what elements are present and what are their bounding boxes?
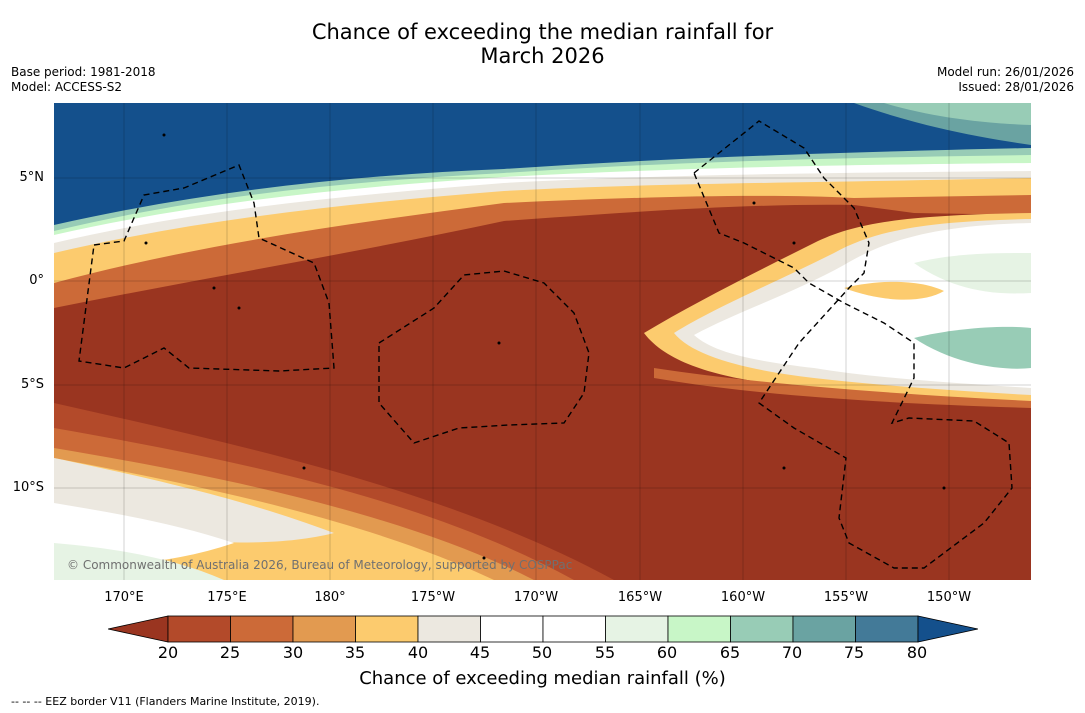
colorbar-tick: 20	[157, 643, 179, 662]
island-marker	[792, 241, 796, 245]
colorbar-cell	[792, 615, 856, 643]
eez-borders	[78, 120, 1013, 569]
island-marker	[752, 201, 756, 205]
eez-legend-note: -- -- -- EEZ border V11 (Flanders Marine…	[11, 695, 320, 708]
map-canvas	[54, 103, 1031, 580]
island-marker	[497, 341, 501, 345]
lon-label-180: 180°	[314, 590, 346, 605]
copyright-notice: © Commonwealth of Australia 2026, Bureau…	[67, 558, 573, 572]
colorbar-cell	[667, 615, 731, 643]
colorbar-tick: 40	[407, 643, 429, 662]
islands	[144, 133, 946, 560]
eez-boundary-northeast	[693, 120, 1013, 569]
colorbar-cell	[292, 615, 356, 643]
teal-patch-east	[914, 326, 1031, 369]
island-marker	[942, 486, 946, 490]
colorbar-tick: 75	[843, 643, 865, 662]
lat-label-5s: 5°S	[20, 377, 44, 392]
lon-label-165w: 165°W	[617, 590, 663, 605]
green-patch-east	[914, 253, 1031, 294]
island-marker	[237, 306, 241, 310]
island-marker	[212, 286, 216, 290]
eez-boundary-west	[78, 164, 335, 372]
orange-band-southeast	[654, 368, 1031, 408]
title-line-1: Chance of exceeding the median rainfall …	[311, 20, 774, 44]
colorbar	[108, 615, 978, 643]
lon-label-155w: 155°W	[823, 590, 869, 605]
lon-label-170e: 170°E	[104, 590, 144, 605]
island-marker	[162, 133, 166, 137]
colorbar-tick: 35	[344, 643, 366, 662]
colorbar-cell	[605, 615, 669, 643]
colorbar-label: Chance of exceeding median rainfall (%)	[359, 668, 726, 689]
colorbar-cell	[730, 615, 794, 643]
colorbar-cells	[108, 615, 978, 643]
colorbar-tick: 65	[719, 643, 741, 662]
lon-label-175e: 175°E	[207, 590, 247, 605]
colorbar-cell	[542, 615, 606, 643]
colorbar-arrow-high	[917, 615, 978, 643]
model-run: Model run: 26/01/2026	[936, 65, 1074, 79]
run-info: Model run: 26/01/2026 Issued: 28/01/2026	[937, 65, 1074, 95]
lon-label-150w: 150°W	[926, 590, 972, 605]
colorbar-tick: 45	[469, 643, 491, 662]
island-marker	[302, 466, 306, 470]
blue-band-north	[54, 103, 1031, 225]
model-name: Model: ACCESS-S2	[11, 80, 123, 94]
yellow-patch-east	[844, 281, 944, 300]
lat-label-5n: 5°N	[19, 170, 45, 185]
colorbar-tick: 25	[219, 643, 241, 662]
base-period: Base period: 1981-2018	[11, 65, 156, 79]
lat-label-10s: 10°S	[12, 480, 44, 495]
colorbar-tick: 55	[594, 643, 616, 662]
lon-label-175w: 175°W	[410, 590, 456, 605]
colorbar-arrow-low	[108, 615, 169, 643]
rainfall-map	[54, 103, 1031, 580]
lon-label-160w: 160°W	[720, 590, 766, 605]
colorbar-cell	[855, 615, 919, 643]
lat-label-0: 0°	[29, 273, 44, 288]
chart-title: Chance of exceeding the median rainfall …	[0, 20, 1085, 68]
colorbar-tick: 70	[781, 643, 803, 662]
colorbar-tick: 60	[656, 643, 678, 662]
colorbar-cell	[230, 615, 294, 643]
title-line-2: March 2026	[480, 44, 605, 68]
colorbar-cell	[480, 615, 544, 643]
issued-date: Issued: 28/01/2026	[958, 80, 1074, 94]
island-marker	[482, 556, 486, 560]
colorbar-cell	[417, 615, 481, 643]
colorbar-tick: 30	[282, 643, 304, 662]
colorbar-cell	[355, 615, 419, 643]
lon-label-170w: 170°W	[513, 590, 559, 605]
model-info: Base period: 1981-2018 Model: ACCESS-S2	[11, 65, 156, 95]
graticule	[54, 103, 1031, 580]
colorbar-tick: 80	[906, 643, 928, 662]
colorbar-cell	[167, 615, 231, 643]
green-patch-south	[54, 543, 224, 580]
island-marker	[782, 466, 786, 470]
green-patch-northeast	[884, 103, 1031, 125]
island-marker	[144, 241, 148, 245]
colorbar-tick: 50	[531, 643, 553, 662]
